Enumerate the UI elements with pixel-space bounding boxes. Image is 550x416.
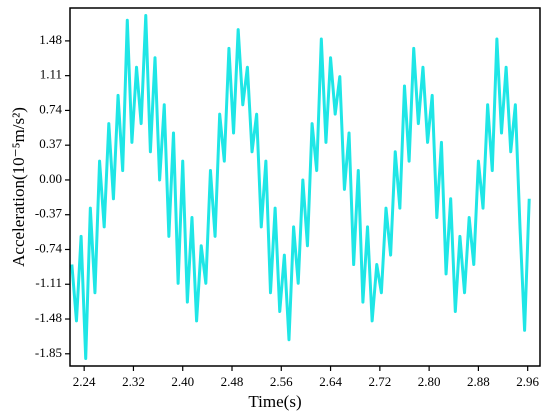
x-tick-label: 2.64: [319, 374, 342, 389]
x-tick-label: 2.48: [221, 374, 244, 389]
x-tick-label: 2.88: [467, 374, 490, 389]
x-tick-label: 2.72: [368, 374, 391, 389]
y-axis-label: Acceleration(10⁻⁵m/s²): [9, 107, 28, 267]
x-axis-label: Time(s): [248, 392, 301, 411]
y-tick-label: 0.37: [39, 136, 62, 151]
y-tick-label: -0.74: [35, 240, 63, 255]
y-tick-label: 1.11: [40, 67, 62, 82]
data-line: [70, 14, 531, 360]
y-tick-label: 1.48: [39, 32, 62, 47]
x-tick-label: 2.24: [73, 374, 96, 389]
x-tick-label: 2.32: [122, 374, 145, 389]
x-tick-label: 2.80: [418, 374, 441, 389]
x-tick-label: 2.96: [516, 374, 539, 389]
y-tick-label: -1.85: [35, 345, 62, 360]
y-tick-label: -1.48: [35, 310, 62, 325]
y-tick-label: -1.11: [35, 275, 62, 290]
x-tick-label: 2.40: [171, 374, 194, 389]
plot-frame: [69, 7, 541, 367]
y-tick-label: 0.00: [39, 171, 62, 186]
x-tick-label: 2.56: [270, 374, 293, 389]
y-tick-label: -0.37: [35, 206, 63, 221]
y-tick-label: 0.74: [39, 101, 62, 116]
